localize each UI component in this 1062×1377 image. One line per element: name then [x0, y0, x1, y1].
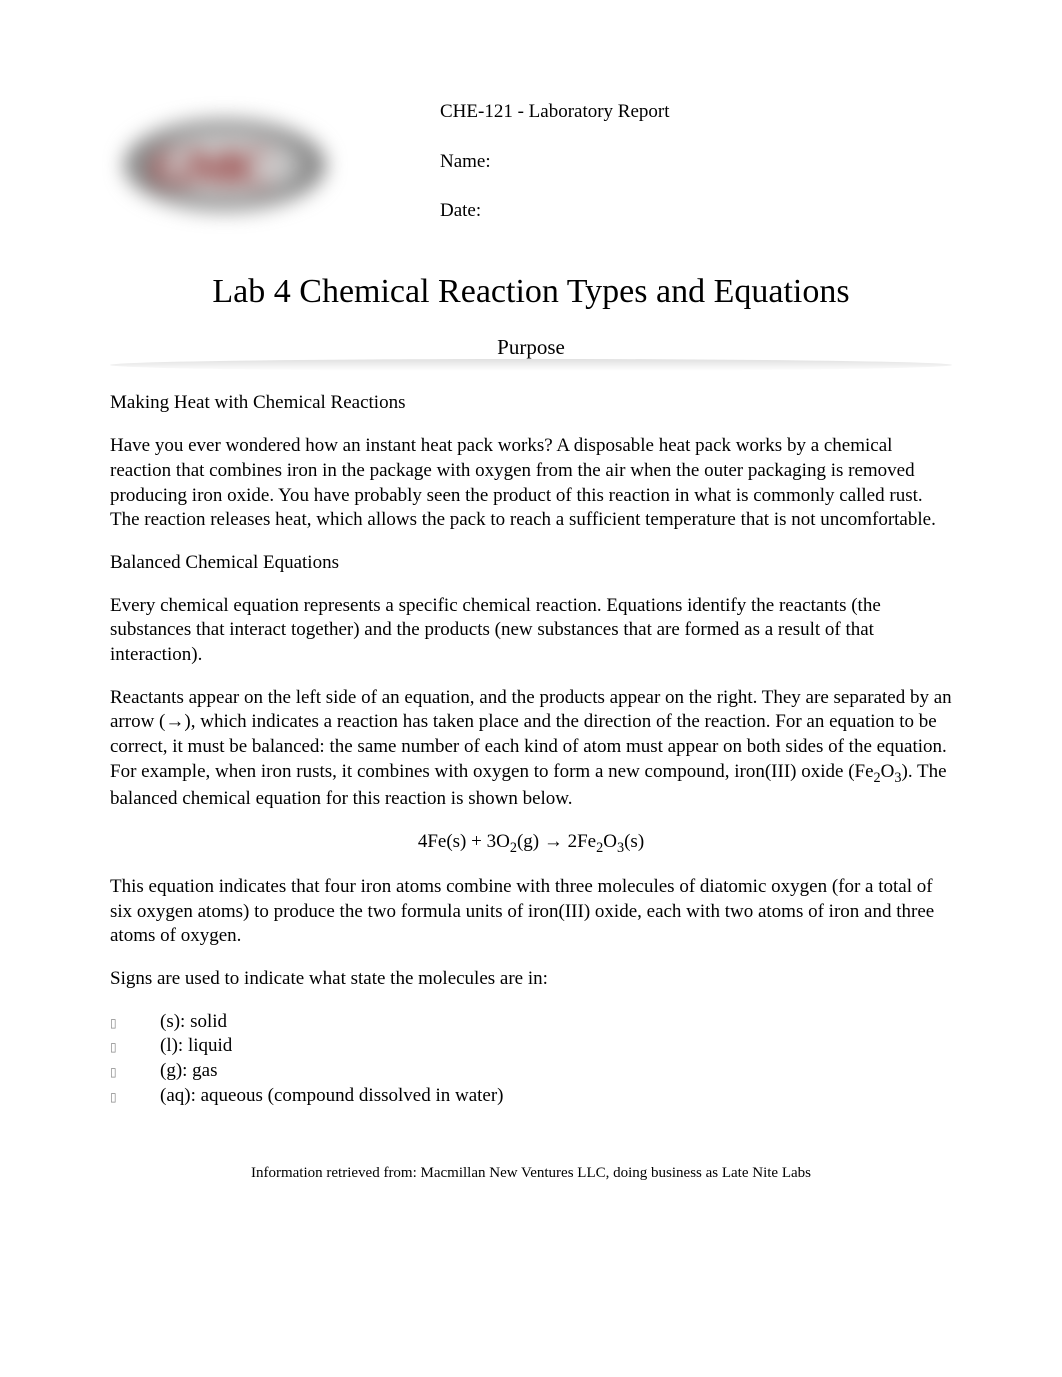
- text-fragment: O: [881, 761, 895, 782]
- text-fragment: ), which indicates a reaction has taken …: [110, 711, 947, 781]
- subheading-balanced: Balanced Chemical Equations: [110, 551, 952, 576]
- bullet-icon: ▯: [110, 1090, 160, 1106]
- subscript: 2: [874, 770, 881, 786]
- section-heading-wrap: Purpose: [110, 334, 952, 361]
- paragraph-reactants-products: Every chemical equation represents a spe…: [110, 594, 952, 668]
- state-label: (l): liquid: [160, 1034, 232, 1059]
- state-label: (g): gas: [160, 1059, 218, 1084]
- text-fragment: Reactants appear on the left side of an …: [110, 687, 605, 708]
- bullet-icon: ▯: [110, 1016, 160, 1032]
- text-fragment: Every chemical equation represents a spe…: [110, 595, 774, 616]
- section-heading: Purpose: [110, 334, 952, 361]
- paragraph-states-intro: Signs are used to indicate what state th…: [110, 967, 952, 992]
- list-item: ▯(l): liquid: [110, 1034, 952, 1059]
- logo-image: GMC: [110, 100, 340, 230]
- paragraph-equation-meaning: This equation indicates that four iron a…: [110, 875, 952, 949]
- equation-rhs: O: [603, 831, 617, 852]
- equation-rhs: 2Fe: [568, 831, 597, 852]
- list-item: ▯(g): gas: [110, 1059, 952, 1084]
- text-fragment: products: [424, 619, 489, 640]
- chemical-equation: 4Fe(s) + 3O2(g) → 2Fe2O3(s): [110, 830, 952, 857]
- course-label: CHE-121 - Laboratory Report: [440, 100, 670, 125]
- arrow-symbol: →: [165, 711, 184, 732]
- header-row: GMC CHE-121 - Laboratory Report Name: Da…: [110, 100, 952, 230]
- subheading-heat: Making Heat with Chemical Reactions: [110, 391, 952, 416]
- state-label: (aq): aqueous (compound dissolved in wat…: [160, 1084, 504, 1109]
- subscript: 3: [894, 770, 901, 786]
- footer-attribution: Information retrieved from: Macmillan Ne…: [110, 1164, 952, 1184]
- arrow-symbol: →: [539, 831, 568, 852]
- list-item: ▯(s): solid: [110, 1010, 952, 1035]
- subscript: 2: [510, 840, 517, 856]
- paragraph-equation-explain: Reactants appear on the left side of an …: [110, 686, 952, 812]
- paragraph-heat-pack: Have you ever wondered how an instant he…: [110, 434, 952, 533]
- date-label: Date:: [440, 199, 670, 224]
- equation-lhs: (g): [517, 831, 539, 852]
- name-label: Name:: [440, 150, 670, 175]
- text-fragment: reactants: [779, 595, 847, 616]
- bullet-icon: ▯: [110, 1065, 160, 1081]
- header-info: CHE-121 - Laboratory Report Name: Date:: [440, 100, 670, 224]
- list-item: ▯(aq): aqueous (compound dissolved in wa…: [110, 1084, 952, 1109]
- equation-rhs: (s): [624, 831, 644, 852]
- equation-lhs: 4Fe(s) + 3O: [418, 831, 510, 852]
- bullet-icon: ▯: [110, 1040, 160, 1056]
- page-title: Lab 4 Chemical Reaction Types and Equati…: [110, 270, 952, 314]
- logo-text: GMC: [150, 135, 271, 203]
- state-label: (s): solid: [160, 1010, 227, 1035]
- states-list: ▯(s): solid ▯(l): liquid ▯(g): gas ▯(aq)…: [110, 1010, 952, 1109]
